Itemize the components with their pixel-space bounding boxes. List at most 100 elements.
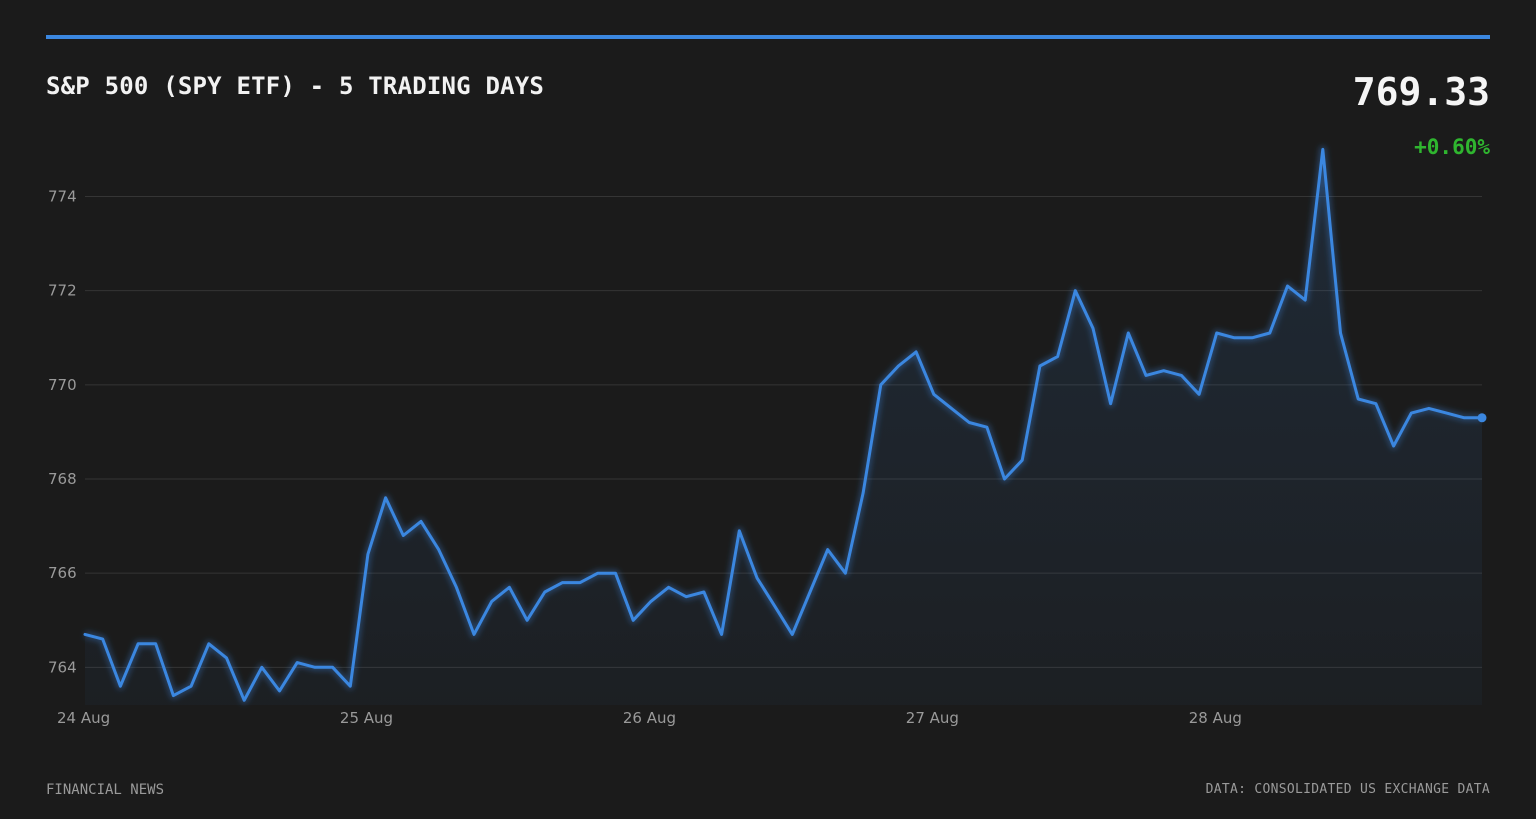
data-point — [455, 586, 458, 589]
data-point — [826, 548, 829, 551]
data-point — [402, 534, 405, 537]
x-axis-ticks: 24 Aug 25 Aug 26 Aug 27 Aug 28 Aug — [57, 709, 1242, 727]
data-point — [808, 590, 812, 594]
data-point — [1304, 298, 1307, 302]
data-point — [1091, 327, 1095, 330]
data-point — [702, 590, 706, 594]
data-point — [844, 572, 847, 575]
data-point — [260, 666, 263, 669]
footer-source-label: FINANCIAL NEWS — [46, 782, 165, 798]
data-point — [578, 581, 582, 584]
data-point — [1144, 374, 1148, 377]
data-point — [914, 350, 918, 354]
data-point — [207, 642, 210, 645]
data-point — [1374, 402, 1378, 405]
data-point — [172, 694, 175, 697]
x-tick-label: 28 Aug — [1189, 709, 1242, 727]
data-point — [1250, 336, 1254, 339]
data-point — [649, 600, 653, 603]
data-point — [985, 426, 989, 429]
x-tick-label: 27 Aug — [906, 709, 959, 727]
data-point — [897, 364, 900, 368]
data-point — [1286, 284, 1289, 288]
data-point — [349, 685, 352, 688]
data-point — [119, 685, 122, 688]
data-point — [632, 619, 635, 622]
current-price: 769.33 — [1352, 70, 1490, 114]
data-point — [932, 393, 935, 396]
data-point — [419, 520, 423, 523]
data-point — [738, 529, 741, 532]
data-point — [1215, 331, 1218, 335]
data-point — [561, 581, 564, 584]
data-point — [879, 383, 882, 386]
data-point — [1162, 369, 1165, 372]
data-point — [313, 666, 317, 669]
data-point — [1427, 407, 1431, 410]
data-point — [1445, 411, 1448, 415]
data-point — [667, 586, 670, 589]
data-point — [437, 548, 440, 551]
data-point — [1038, 364, 1042, 368]
data-point — [83, 633, 87, 636]
y-axis-ticks: 764 766 768 770 772 774 — [48, 188, 77, 677]
data-point — [950, 407, 953, 410]
data-point — [968, 421, 971, 424]
y-tick-label: 770 — [48, 376, 77, 394]
data-point — [1463, 416, 1466, 419]
x-tick-label: 24 Aug — [57, 709, 110, 727]
data-point — [1021, 459, 1024, 462]
data-point — [136, 642, 140, 645]
data-point — [1056, 355, 1059, 358]
data-point — [1339, 331, 1342, 335]
data-point — [791, 633, 794, 636]
data-point — [1197, 393, 1201, 396]
data-point — [278, 689, 281, 693]
top-accent-rule — [46, 35, 1490, 39]
data-point — [366, 553, 370, 556]
data-point — [490, 600, 493, 603]
data-point — [1233, 336, 1236, 339]
data-point — [189, 685, 193, 688]
data-point — [472, 633, 476, 636]
data-point — [1109, 402, 1112, 405]
data-point — [101, 637, 104, 641]
data-point — [614, 572, 617, 575]
price-area-fill — [85, 149, 1482, 705]
y-tick-label: 774 — [48, 188, 77, 206]
data-point — [1321, 148, 1325, 151]
data-point — [861, 491, 865, 495]
y-tick-label: 768 — [48, 470, 77, 488]
data-point — [525, 619, 529, 622]
data-point — [720, 633, 723, 636]
x-tick-label: 26 Aug — [623, 709, 676, 727]
data-point — [685, 595, 688, 598]
data-point — [1180, 374, 1183, 377]
y-tick-label: 766 — [48, 564, 77, 582]
data-point — [243, 699, 246, 702]
chart-title: S&P 500 (SPY ETF) - 5 TRADING DAYS — [46, 72, 545, 100]
data-point — [1357, 397, 1360, 401]
y-tick-label: 764 — [48, 658, 77, 676]
price-line — [83, 147, 1484, 702]
data-point — [596, 572, 599, 575]
data-points — [83, 148, 1484, 702]
data-point — [543, 590, 546, 594]
data-point — [508, 586, 511, 589]
data-point — [154, 642, 157, 645]
data-point — [755, 576, 759, 580]
footer-data-credit: DATA: CONSOLIDATED US EXCHANGE DATA — [1205, 782, 1490, 797]
data-point — [296, 661, 299, 664]
data-point — [1127, 331, 1130, 335]
data-point — [773, 604, 776, 608]
data-point — [1410, 411, 1413, 415]
data-point — [1074, 289, 1077, 292]
y-tick-label: 772 — [48, 282, 77, 300]
data-point — [384, 496, 387, 499]
data-point — [1268, 331, 1272, 335]
x-tick-label: 25 Aug — [340, 709, 393, 727]
last-price-marker — [1477, 413, 1487, 423]
data-point — [225, 656, 228, 660]
price-change: +0.60% — [1414, 135, 1490, 159]
